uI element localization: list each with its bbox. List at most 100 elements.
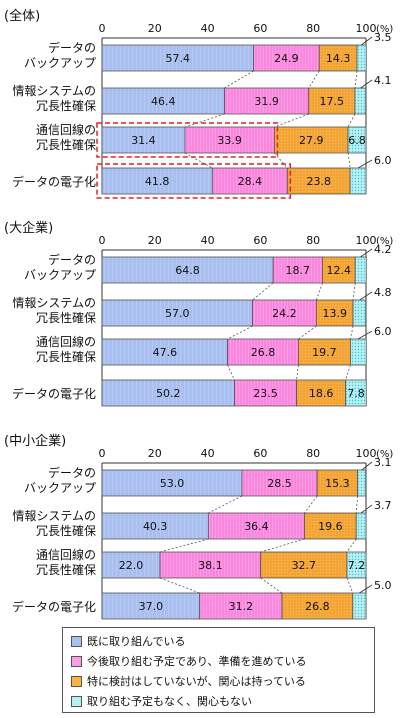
connector-line	[346, 538, 357, 553]
data-label: 22.0	[119, 559, 144, 572]
data-label: 6.8	[348, 134, 366, 147]
x-tick-label: 60	[253, 22, 267, 35]
outside-data-label: 5.0	[374, 579, 392, 592]
category-label: 冗長性確保	[36, 562, 96, 577]
data-label: 32.7	[292, 559, 317, 572]
data-label: 24.9	[274, 52, 299, 65]
leader-line	[359, 584, 373, 594]
connector-line	[298, 325, 317, 340]
bar-segment	[349, 167, 367, 195]
x-tick-label: 0	[99, 234, 106, 247]
bar-segment	[350, 338, 367, 366]
connector-line	[308, 70, 320, 89]
data-label: 15.3	[325, 477, 350, 490]
connector-line	[354, 70, 358, 89]
legend-swatch	[71, 635, 82, 647]
connector-line	[304, 495, 318, 514]
legend: 既に取り組んでいる今後取り組む予定であり、準備を進めている 特に検討はしていないが…	[62, 627, 375, 713]
outside-data-label: 4.1	[374, 74, 392, 87]
connector-line	[296, 364, 299, 381]
data-label: 50.2	[156, 387, 181, 400]
connector-line	[352, 282, 356, 301]
data-label: 18.7	[286, 264, 311, 277]
data-label: 27.9	[299, 134, 324, 147]
data-label: 7.8	[347, 387, 365, 400]
category-label: 情報システムの	[12, 296, 96, 310]
legend-item: 特に検討はしていないが、関心は持っている	[71, 672, 306, 690]
bar-segment	[101, 551, 161, 579]
bar-segment	[345, 379, 367, 407]
outside-data-label: 3.5	[374, 31, 392, 44]
category-label: バックアップ	[24, 481, 96, 495]
bar-segment	[308, 87, 356, 115]
category-label: データの電子化	[12, 386, 96, 401]
leader-line	[361, 461, 373, 471]
leader-line	[357, 330, 373, 340]
bar-segment	[346, 551, 367, 579]
bar-segment	[101, 299, 253, 327]
data-label: 40.3	[143, 520, 168, 533]
bar-segment	[159, 551, 262, 579]
data-label: 57.4	[166, 52, 191, 65]
data-label: 14.3	[326, 52, 351, 65]
category-label: 通信回線の	[36, 122, 96, 137]
legend-label: 既に取り組んでいる	[87, 635, 186, 648]
category-label: バックアップ	[24, 56, 96, 70]
data-label: 53.0	[160, 477, 185, 490]
bar-segment	[352, 592, 367, 620]
data-label: 47.6	[153, 346, 178, 359]
connector-line	[355, 495, 358, 514]
bar-segment	[101, 256, 274, 284]
bar-segment	[101, 167, 213, 195]
bar-segment	[357, 469, 367, 497]
bar-segment	[356, 44, 367, 72]
x-tick-label: 100	[356, 234, 377, 247]
bar-segment	[224, 87, 310, 115]
legend-item: 取り組む予定もなく、関心もない	[71, 692, 252, 710]
x-unit-label: (%)	[376, 236, 393, 247]
bar-segment	[241, 469, 318, 497]
bar-segment	[260, 551, 348, 579]
x-tick-label: 0	[99, 22, 106, 35]
bar-segment	[347, 126, 367, 154]
connector-line	[159, 538, 209, 553]
x-tick-label: 60	[253, 447, 267, 460]
data-label: 23.5	[253, 387, 278, 400]
panel-title: (大企業)	[4, 220, 53, 236]
category-label: 冗長性確保	[36, 137, 96, 152]
category-label: データの	[48, 465, 96, 480]
category-label: データの電子化	[12, 599, 96, 614]
data-label: 28.4	[238, 175, 263, 188]
x-tick-label: 40	[201, 234, 215, 247]
data-label: 26.8	[305, 600, 330, 613]
bar-segment	[273, 126, 349, 154]
x-tick-label: 100	[356, 447, 377, 460]
x-unit-label: (%)	[376, 449, 393, 460]
x-tick-label: 60	[253, 234, 267, 247]
bar-segment	[211, 167, 288, 195]
category-label: 冗長性確保	[36, 98, 96, 113]
connector-line	[227, 325, 253, 340]
highlight-box	[96, 163, 292, 199]
data-label: 13.9	[322, 307, 347, 320]
x-tick-label: 20	[148, 22, 162, 35]
data-label: 36.4	[244, 520, 269, 533]
leader-line	[360, 79, 373, 89]
x-tick-label: 80	[306, 22, 320, 35]
bar-segment	[316, 469, 358, 497]
category-label: バックアップ	[24, 268, 96, 282]
category-label: データの	[48, 40, 96, 55]
data-label: 33.9	[217, 134, 242, 147]
legend-item: 今後取り組む予定であり、準備を進めている	[71, 652, 306, 670]
outside-data-label: 3.1	[374, 456, 392, 469]
bar-segment	[352, 299, 367, 327]
category-label: データの電子化	[12, 174, 96, 189]
connector-line	[252, 282, 274, 301]
data-label: 18.6	[309, 387, 334, 400]
bar-segment	[354, 87, 367, 115]
outside-data-label: 3.7	[374, 499, 392, 512]
connector-line	[224, 70, 254, 89]
x-tick-label: 100	[356, 22, 377, 35]
connector-line	[227, 364, 235, 381]
bar-segment	[355, 512, 367, 540]
